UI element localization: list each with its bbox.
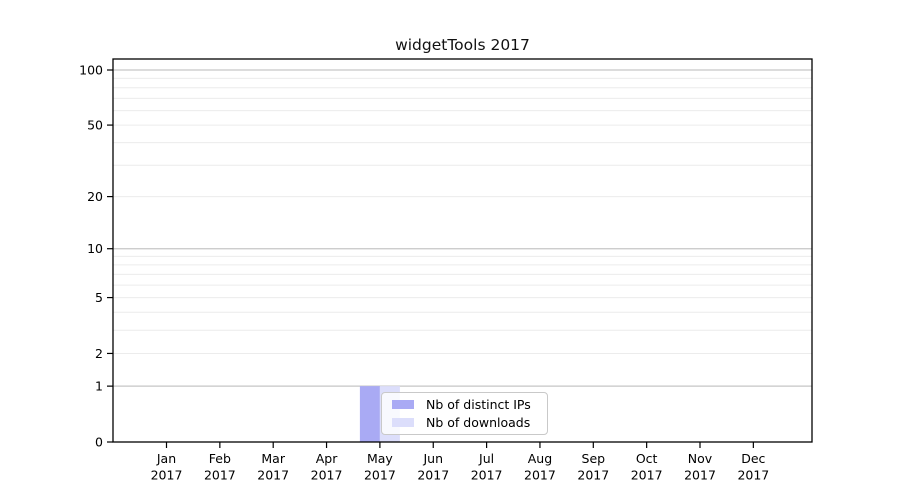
legend-label-downloads: Nb of downloads — [426, 415, 531, 430]
x-tick-label: Oct 2017 — [631, 451, 663, 483]
y-tick-label: 5 — [95, 290, 103, 305]
legend-item-distinct-ips: Nb of distinct IPs — [392, 396, 540, 413]
legend-item-downloads: Nb of downloads — [392, 414, 540, 431]
bar-distinct-ips — [359, 386, 380, 442]
legend-swatch-downloads — [392, 418, 414, 427]
y-tick-label: 0 — [95, 435, 103, 450]
x-tick-label: Apr 2017 — [311, 451, 343, 483]
x-tick-label: Jul 2017 — [471, 451, 503, 483]
x-tick-label: Aug 2017 — [524, 451, 556, 483]
x-tick-label: Jan 2017 — [151, 451, 183, 483]
y-tick-label: 20 — [87, 189, 103, 204]
plot-border — [112, 58, 813, 443]
legend-swatch-distinct-ips — [392, 400, 414, 409]
x-tick-label: Dec 2017 — [737, 451, 769, 483]
y-tick-label: 10 — [87, 241, 103, 256]
y-tick-label: 100 — [79, 63, 103, 78]
legend-label-distinct-ips: Nb of distinct IPs — [426, 397, 531, 412]
x-tick-label: Feb 2017 — [204, 451, 236, 483]
legend: Nb of distinct IPs Nb of downloads — [381, 392, 548, 435]
y-tick-label: 50 — [87, 118, 103, 133]
chart-title: widgetTools 2017 — [395, 36, 530, 54]
x-tick-label: Mar 2017 — [257, 451, 289, 483]
y-tick-label: 1 — [95, 379, 103, 394]
x-tick-label: Nov 2017 — [684, 451, 716, 483]
y-tick-label: 2 — [95, 346, 103, 361]
x-tick-label: May 2017 — [364, 451, 396, 483]
x-tick-label: Jun 2017 — [417, 451, 449, 483]
x-tick-label: Sep 2017 — [577, 451, 609, 483]
